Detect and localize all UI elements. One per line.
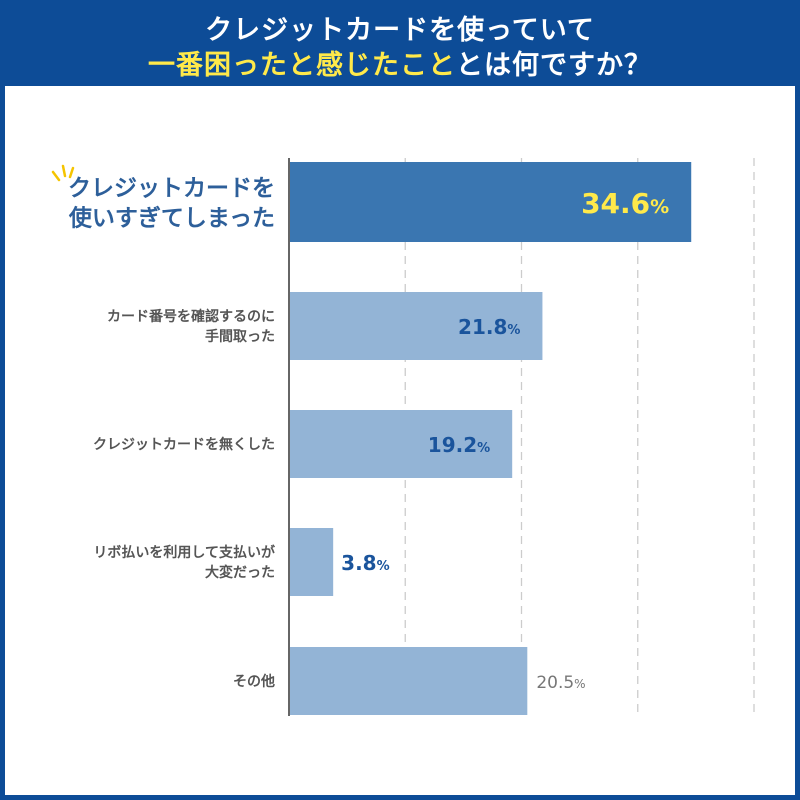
- bar: [289, 410, 513, 478]
- bar: [289, 162, 692, 242]
- title-rest: とは何ですか？: [456, 50, 652, 81]
- category-label: クレジットカードを使いすぎてしまった: [68, 175, 275, 231]
- spark-icon: [51, 170, 61, 182]
- title-highlight: 一番困ったと感じたこと: [148, 50, 456, 81]
- category-label: クレジットカードを無くした: [93, 436, 275, 453]
- spark-icon: [68, 166, 75, 179]
- chart-panel: 34.6% 21.8% 19.2% 3.8% 20.5% クレジットカードを使いすぎてしま…: [5, 86, 795, 795]
- title-line-2: 一番困ったと感じたこととは何ですか？: [0, 43, 800, 82]
- bar: [289, 647, 528, 715]
- bar-chart: 34.6%21.8%19.2%3.8%20.5%クレジットカードを使いすぎてしま…: [51, 158, 755, 716]
- data-label: 20.5%: [536, 673, 585, 693]
- category-label: カード番号を確認するのに手間取った: [107, 308, 275, 345]
- category-label: その他: [233, 673, 275, 690]
- spark-icon: [61, 164, 67, 178]
- bar: [289, 292, 543, 360]
- title-line-1: クレジットカードを使っていて: [205, 15, 595, 46]
- category-label: リボ払いを利用して支払いが大変だった: [93, 544, 276, 581]
- chart-header: クレジットカードを使っていて 一番困ったと感じたこととは何ですか？: [0, 0, 800, 86]
- data-label: 3.8%: [341, 551, 389, 575]
- bar: [289, 528, 334, 596]
